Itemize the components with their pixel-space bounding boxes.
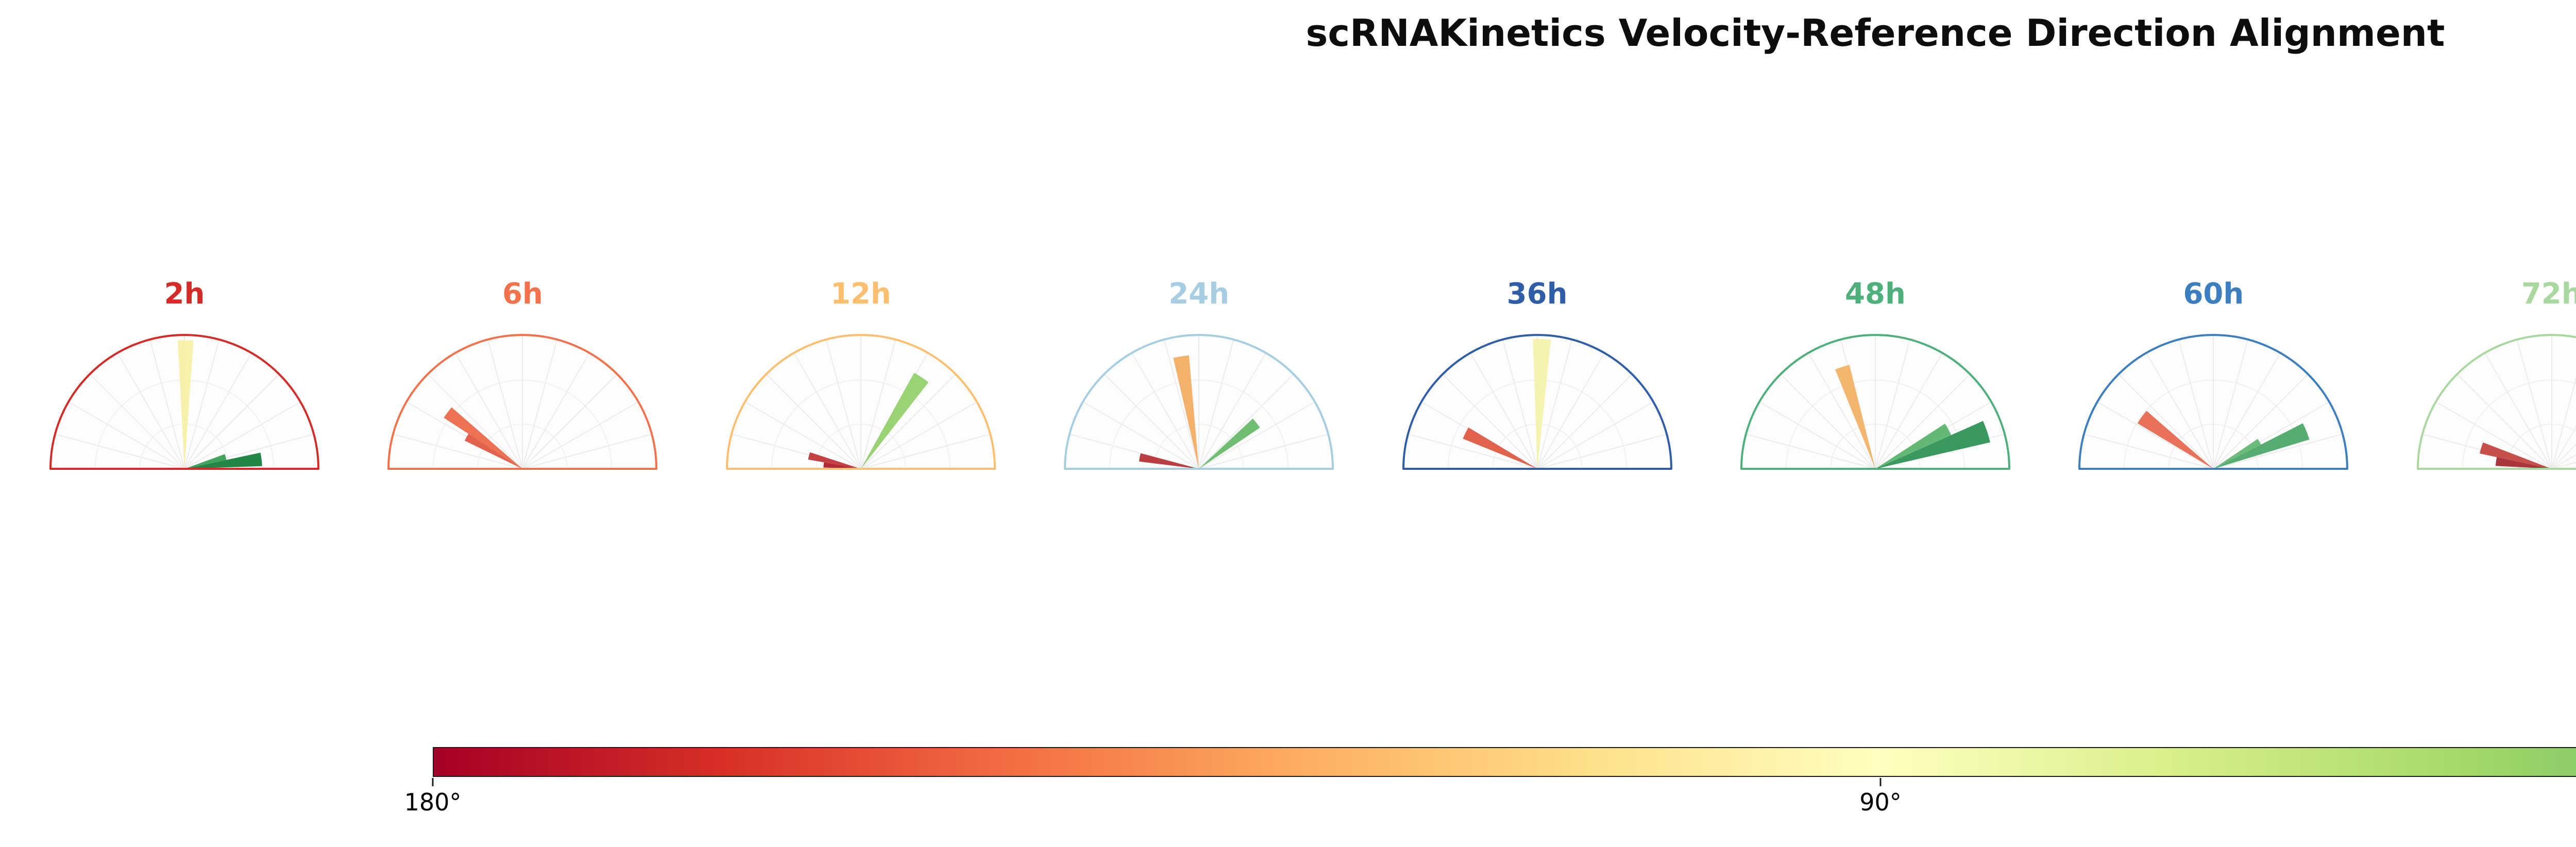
gauge-title: 6h bbox=[502, 277, 543, 311]
gauge-wedge bbox=[1835, 364, 1875, 469]
colorbar-label-90: 90° bbox=[1859, 788, 1902, 816]
gauge-2h: 2h bbox=[15, 278, 353, 476]
gauge-title: 36h bbox=[1506, 277, 1568, 311]
gauge-wedge bbox=[184, 452, 262, 469]
gauge-36h: 36h bbox=[1368, 278, 1706, 476]
gauge-wedge bbox=[184, 454, 227, 469]
gauge-12h: 12h bbox=[692, 278, 1030, 476]
colorbar-tick-left bbox=[432, 778, 434, 786]
gauge-wedge bbox=[2213, 423, 2310, 469]
gauge-wedge bbox=[823, 462, 861, 469]
colorbar bbox=[433, 747, 2576, 777]
gauge-wedge bbox=[1875, 423, 1952, 469]
colorbar-tick-center bbox=[1879, 778, 1882, 786]
gauge-plot bbox=[49, 333, 319, 470]
gauge-plot bbox=[387, 333, 658, 470]
gauge-wedge bbox=[2138, 411, 2214, 469]
gauge-wedge bbox=[2479, 442, 2552, 469]
gauge-title: 60h bbox=[2183, 277, 2244, 311]
gauge-wedge bbox=[860, 372, 929, 469]
gauge-wedge bbox=[1173, 355, 1199, 469]
gauge-plot bbox=[1740, 333, 2010, 470]
gauge-wedge bbox=[1139, 453, 1199, 469]
gauge-wedge bbox=[2213, 438, 2262, 469]
gauge-6h: 6h bbox=[353, 278, 691, 476]
figure-title: scRNAKinetics Velocity-Reference Directi… bbox=[1306, 11, 2445, 55]
gauge-plot bbox=[1402, 333, 1672, 470]
gauge-wedge bbox=[444, 407, 523, 469]
gauge-plot bbox=[2078, 333, 2349, 470]
gauge-wedge bbox=[2495, 456, 2552, 469]
gauge-title: 2h bbox=[164, 277, 205, 311]
gauge-plot bbox=[725, 333, 996, 470]
gauge-72h: 72h bbox=[2383, 278, 2576, 476]
gauge-title: 12h bbox=[830, 277, 891, 311]
gauge-title: 48h bbox=[1845, 277, 1906, 311]
gauge-title: 24h bbox=[1168, 277, 1230, 311]
gauge-row: 2h6h12h24h36h48h60h72h84h96hunkonwn bbox=[15, 278, 2576, 476]
colorbar-label-180: 180° bbox=[404, 788, 462, 816]
gauge-48h: 48h bbox=[1706, 278, 2044, 476]
gauge-wedge bbox=[177, 340, 194, 469]
gauge-wedge bbox=[1875, 420, 1990, 469]
gauge-60h: 60h bbox=[2044, 278, 2382, 476]
gauge-title: 72h bbox=[2521, 277, 2576, 311]
gauge-wedge bbox=[1199, 418, 1260, 469]
gauge-plot bbox=[2416, 333, 2576, 470]
gauge-wedge bbox=[1462, 427, 1537, 469]
gauge-24h: 24h bbox=[1030, 278, 1368, 476]
gauge-plot bbox=[1064, 333, 1334, 470]
colorbar-area: 180° 90° 0° bbox=[404, 747, 2576, 816]
gauge-wedge bbox=[808, 452, 861, 469]
gauge-wedge bbox=[1532, 338, 1551, 469]
gauge-wedge bbox=[465, 433, 523, 469]
